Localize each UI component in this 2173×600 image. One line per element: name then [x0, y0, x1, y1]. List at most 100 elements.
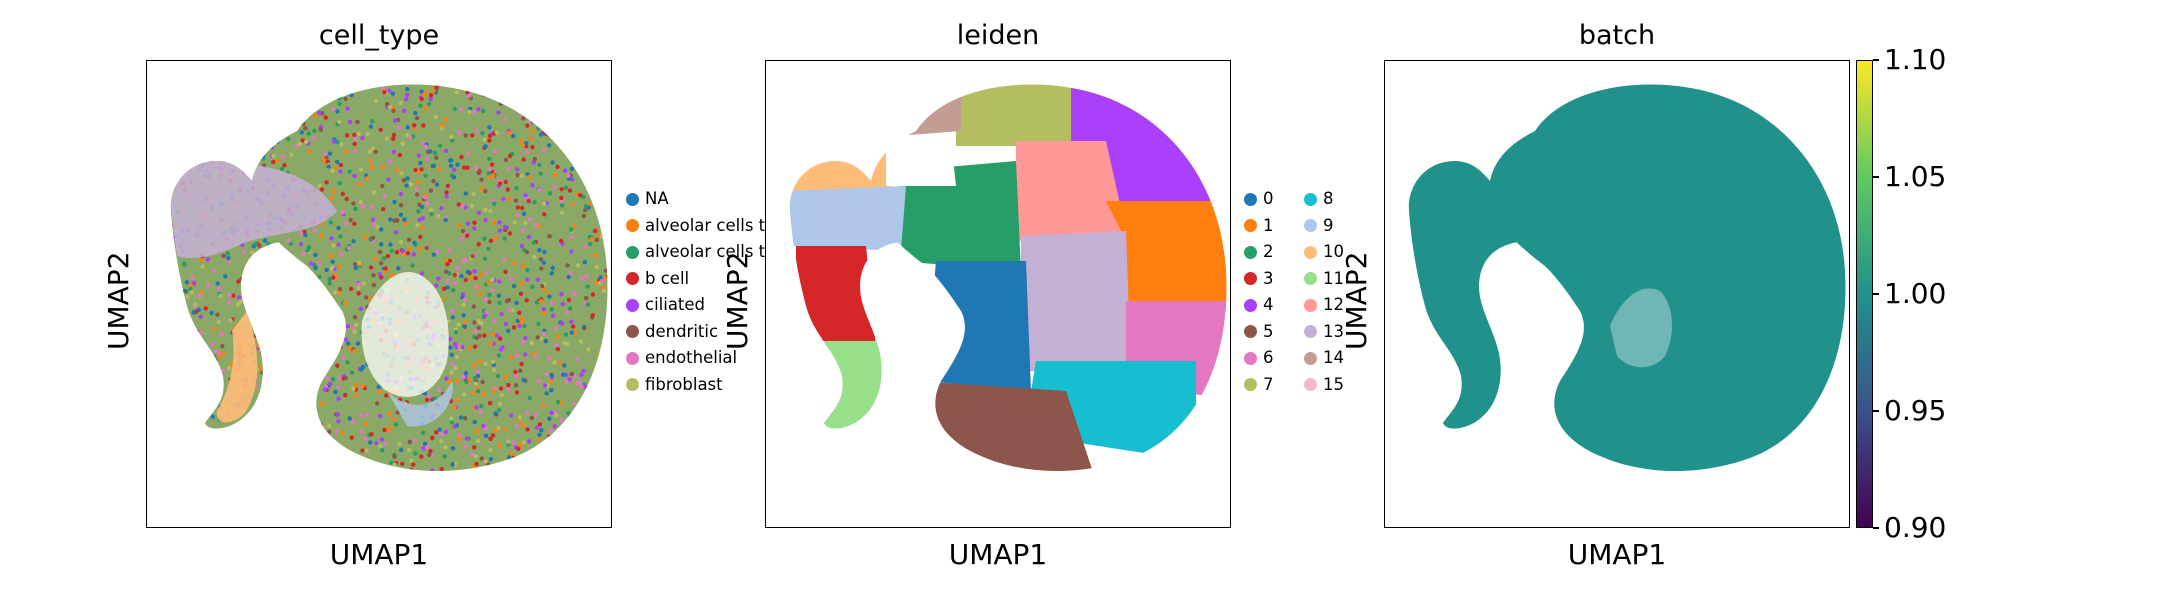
x-axis-label: UMAP1 [329, 538, 429, 571]
x-axis-label: UMAP1 [1567, 538, 1667, 571]
legend-label: alveolar cells t [645, 242, 766, 261]
legend-label: 9 [1323, 215, 1334, 235]
legend-marker [1304, 378, 1317, 392]
colorbar [1856, 60, 1873, 528]
legend-item: 7 [1244, 372, 1304, 399]
legend-label: 13 [1323, 321, 1344, 341]
colorbar-tick-label: 1.00 [1884, 277, 1947, 310]
legend-item: 2 [1244, 239, 1304, 266]
legend-label: 12 [1323, 295, 1344, 314]
legend-item: 0 [1244, 186, 1304, 213]
colorbar-tick-mark [1873, 176, 1879, 178]
legend-label: 4 [1263, 295, 1274, 314]
legend-item: 13 [1304, 319, 1364, 346]
legend-label: 11 [1323, 268, 1344, 288]
y-axis-label: UMAP2 [102, 251, 135, 350]
legend-item: 14 [1304, 345, 1364, 372]
x-axis-label: UMAP1 [948, 538, 1048, 571]
legend-marker [626, 272, 639, 286]
legend-item: b cell [626, 266, 776, 293]
legend-marker [1304, 272, 1317, 286]
legend-label: endothelial [645, 348, 738, 367]
legend-label: 15 [1323, 374, 1344, 394]
legend-marker [626, 192, 639, 206]
legend-item: 11 [1304, 266, 1364, 293]
legend-label: dendritic [645, 321, 719, 341]
legend-item: endothelial [626, 345, 776, 372]
legend-label: 6 [1263, 348, 1274, 367]
panel-title: cell_type [318, 20, 440, 51]
legend-label: 14 [1323, 348, 1344, 367]
legend-label: fibroblast [645, 374, 723, 394]
legend-marker [1244, 272, 1257, 286]
legend: NA alveolar cells t alveolar cells t b cell… [626, 186, 776, 398]
legend-item: 8 [1304, 186, 1364, 213]
legend-label: 10 [1323, 242, 1344, 261]
legend-item: 15 [1304, 372, 1364, 399]
y-axis-label: UMAP2 [1340, 251, 1373, 350]
colorbar-tick-label: 0.95 [1884, 394, 1947, 427]
legend-label: 3 [1263, 268, 1274, 288]
legend-marker [1244, 245, 1257, 259]
legend-marker [1304, 325, 1317, 339]
umap-scatter [1408, 84, 1846, 471]
umap-scatter [170, 84, 608, 472]
panel-title: leiden [956, 20, 1040, 51]
legend-item: 12 [1304, 292, 1364, 319]
panel-title: batch [1578, 20, 1656, 51]
legend-label: 2 [1263, 242, 1274, 261]
legend-item: alveolar cells t [626, 213, 776, 240]
colorbar-tick-mark [1873, 410, 1879, 412]
legend-item: 9 [1304, 213, 1364, 240]
legend-label: 8 [1323, 189, 1334, 208]
legend-label: NA [645, 189, 669, 208]
legend-marker [626, 378, 639, 392]
legend-item: dendritic [626, 319, 776, 346]
legend-marker [1244, 219, 1257, 233]
legend-label: 0 [1263, 189, 1274, 208]
y-axis-label: UMAP2 [721, 251, 754, 350]
legend-item: 6 [1244, 345, 1304, 372]
legend-marker [1304, 192, 1317, 206]
legend-item: 1 [1244, 213, 1304, 240]
legend-marker [1244, 351, 1257, 365]
legend-marker [1244, 378, 1257, 392]
legend-label: 5 [1263, 321, 1274, 341]
legend-item: ciliated [626, 292, 776, 319]
colorbar-tick-mark [1873, 59, 1879, 61]
colorbar-tick-mark [1873, 293, 1879, 295]
colorbar-tick-label: 1.10 [1884, 43, 1947, 76]
legend-marker [1244, 298, 1257, 312]
legend-label: 1 [1263, 215, 1274, 235]
legend-item: 10 [1304, 239, 1364, 266]
colorbar-tick-label: 0.90 [1884, 511, 1947, 544]
legend-item: NA [626, 186, 776, 213]
embedding-shape [1408, 84, 1846, 471]
plot-area [1384, 60, 1850, 528]
legend-marker [626, 351, 639, 365]
legend-item: 4 [1244, 292, 1304, 319]
legend-item: 3 [1244, 266, 1304, 293]
legend-marker [626, 219, 639, 233]
legend: 0 1 2 3 4 5 6 7 8 9 10 11 12 13 14 15 [1244, 186, 1364, 398]
umap-scatter [789, 84, 1227, 472]
plot-area [146, 60, 612, 528]
legend-marker [626, 245, 639, 259]
legend-marker [1304, 298, 1317, 312]
legend-marker [1304, 245, 1317, 259]
legend-item: fibroblast [626, 372, 776, 399]
legend-marker [626, 298, 639, 312]
plot-area [765, 60, 1231, 528]
legend-label: 7 [1263, 374, 1274, 394]
legend-marker [1304, 351, 1317, 365]
legend-marker [1304, 219, 1317, 233]
legend-marker [1244, 325, 1257, 339]
legend-item: 5 [1244, 319, 1304, 346]
legend-label: alveolar cells t [645, 215, 766, 235]
legend-label: b cell [645, 268, 690, 288]
colorbar-tick-label: 1.05 [1884, 160, 1947, 193]
colorbar-tick-mark [1873, 527, 1879, 529]
legend-item: alveolar cells t [626, 239, 776, 266]
legend-marker [626, 325, 639, 339]
legend-marker [1244, 192, 1257, 206]
